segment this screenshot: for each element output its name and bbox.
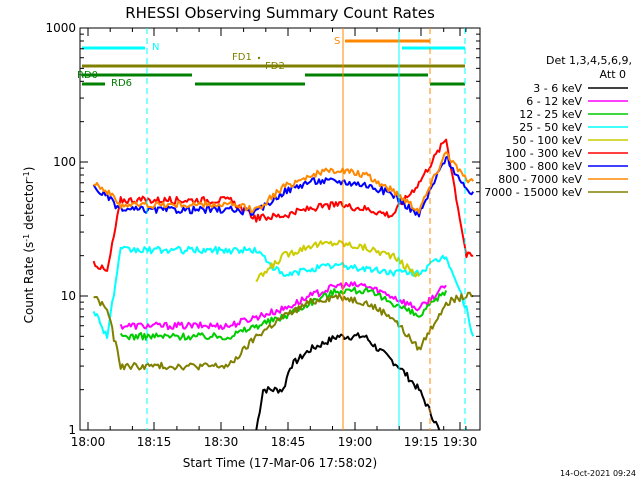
- legend-label-4: 25 - 50 keV: [519, 121, 582, 134]
- flag-label-rd6: RD6: [111, 78, 132, 89]
- series-line-1: [255, 332, 441, 431]
- x-tick-label-6: 19:30: [443, 435, 478, 449]
- vertical-markers: [146, 28, 466, 430]
- plot-border: [79, 27, 481, 431]
- axes: 18:00 18:15 18:30 18:45 19:00 19:15 19:30 1 10 10…: [45, 21, 480, 449]
- series-layer: [92, 138, 475, 431]
- y-label-mid: detector: [22, 179, 36, 234]
- x-tick-label-1: 18:15: [137, 435, 172, 449]
- legend-label-3: 12 - 25 keV: [519, 108, 582, 121]
- x-tick-label-2: 18:30: [204, 435, 239, 449]
- y-label-end: ): [22, 167, 36, 172]
- x-tick-label-0: 18:00: [71, 435, 106, 449]
- flag-label-fd2: FD2: [265, 61, 285, 72]
- x-tick-label-4: 19:00: [338, 435, 373, 449]
- flag-label-rd0: RD0: [77, 70, 98, 81]
- y-tick-label-0: 1: [68, 423, 76, 437]
- flag-fd1-dot: [257, 56, 261, 60]
- legend-header-1: Det 1,3,4,5,6,9,: [546, 54, 632, 67]
- series-line-2: [119, 281, 447, 331]
- y-tick-label-2: 100: [53, 155, 76, 169]
- series-line-8: [93, 151, 474, 214]
- y-label-sup2: -1: [22, 171, 31, 179]
- flag-label-n: N: [152, 42, 159, 53]
- x-axis-label: Start Time (17-Mar-06 17:58:02): [183, 456, 377, 470]
- legend-label-7: 300 - 800 keV: [505, 160, 582, 173]
- legend-label-5: 50 - 100 keV: [512, 134, 582, 147]
- y-label-sup1: -1: [22, 234, 31, 242]
- series-line-6: [92, 138, 474, 272]
- legend-header-2: Att 0: [600, 68, 626, 81]
- legend-label-1: 3 - 6 keV: [533, 82, 582, 95]
- y-tick-label-1: 10: [61, 289, 76, 303]
- series-line-4: [92, 245, 475, 339]
- flag-label-fd1: FD1: [232, 52, 252, 63]
- plot-frame: [79, 27, 481, 431]
- legend-label-6: 100 - 300 keV: [505, 147, 582, 160]
- flag-bars: N S FD1 FD2 RD0 RD6: [77, 36, 465, 89]
- series-line-9: [93, 291, 474, 371]
- x-tick-label-3: 18:45: [271, 435, 306, 449]
- y-tick-label-3: 1000: [45, 21, 76, 35]
- series-line-7: [92, 155, 475, 218]
- x-tick-label-5: 19:15: [404, 435, 439, 449]
- chart-title: RHESSI Observing Summary Count Rates: [125, 4, 435, 22]
- series-line-3: [119, 286, 448, 341]
- timestamp: 14-Oct-2021 09:24: [560, 469, 636, 478]
- y-axis-label: Count Rate (s-1 detector-1): [22, 167, 37, 324]
- legend-label-9: 7000 - 15000 keV: [484, 186, 582, 199]
- series-line-5: [255, 239, 420, 283]
- legend-label-8: 800 - 7000 keV: [498, 173, 582, 186]
- flag-label-s: S: [334, 36, 340, 47]
- y-label-main: Count Rate (s: [22, 242, 36, 324]
- legend-label-2: 6 - 12 keV: [526, 95, 582, 108]
